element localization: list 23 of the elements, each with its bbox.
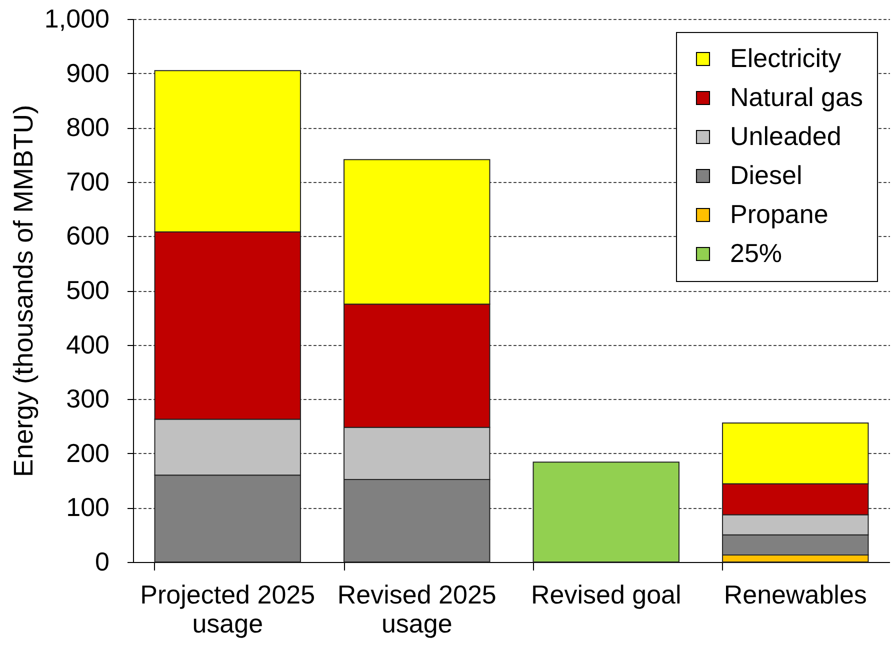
x-tick-label: Renewables: [724, 580, 867, 610]
bar: [532, 462, 680, 562]
y-tick-label: 0: [95, 546, 110, 576]
y-tick-label: 200: [66, 438, 110, 468]
x-tick-label: Revised 2025 usage: [337, 580, 496, 638]
y-tick-label: 700: [66, 166, 110, 196]
legend-label: Diesel: [730, 160, 802, 190]
y-tick-label: 600: [66, 220, 110, 251]
y-tick-label: 900: [66, 58, 110, 88]
y-tick-label: 800: [66, 112, 110, 142]
legend-label: Propane: [730, 199, 828, 229]
legend-label: Natural gas: [730, 82, 863, 112]
x-tick-label: Revised goal: [530, 580, 682, 610]
y-tick-label: 300: [66, 384, 110, 414]
y-tick-label: 400: [66, 329, 110, 360]
legend-label: Electricity: [730, 43, 842, 73]
x-tick-label: Projected 2025 usage: [140, 580, 316, 638]
y-tick-label: 500: [66, 275, 110, 305]
y-axis-title: Energy (thousands of MMBTU): [8, 104, 38, 478]
legend-label: Unleaded: [730, 121, 842, 151]
y-tick-label: 1,000: [44, 4, 110, 34]
y-tick-label: 100: [66, 492, 110, 522]
legend-label: 25%: [730, 238, 782, 268]
